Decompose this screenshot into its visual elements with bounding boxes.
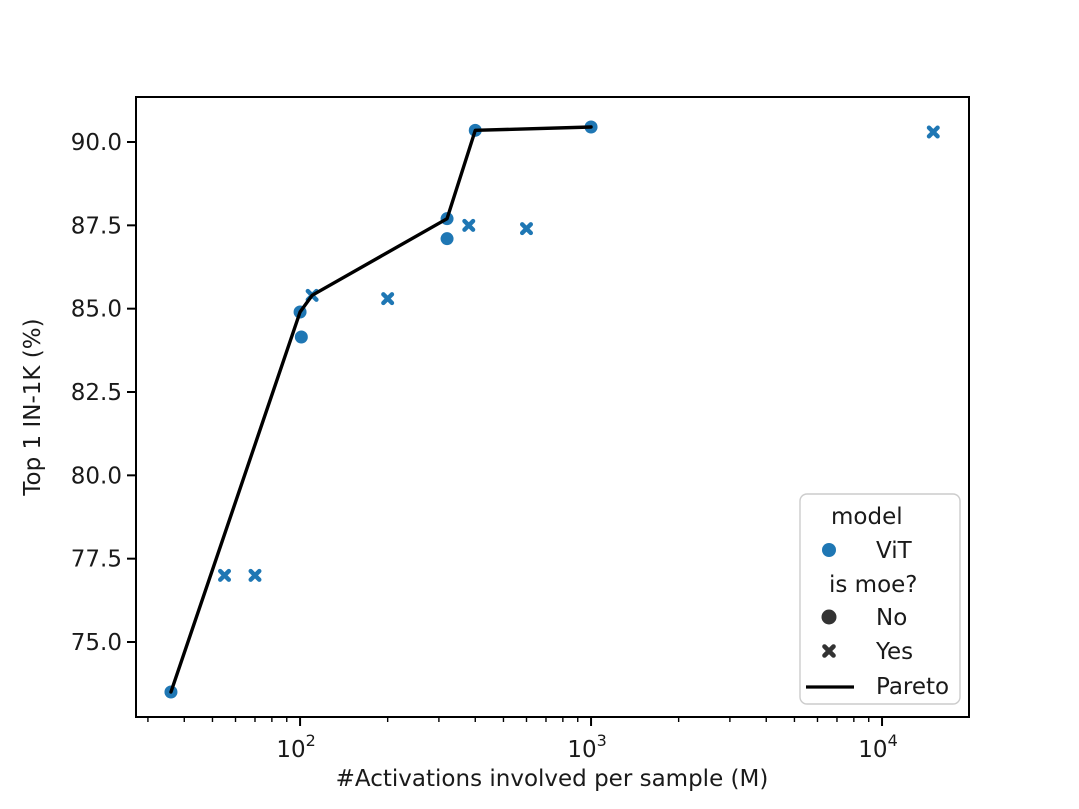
scatter-point-x	[926, 125, 940, 139]
y-tick-label: 82.5	[71, 380, 122, 406]
y-tick-label: 77.5	[71, 547, 122, 573]
scatter-point-x	[519, 222, 533, 236]
scatter-point-x	[462, 218, 476, 232]
scatter-point-x	[248, 568, 262, 582]
legend-yes-marker-icon	[822, 644, 836, 658]
x-tick-label: 103	[567, 731, 606, 763]
scatter-point-x	[381, 292, 395, 306]
legend-pareto-label: Pareto	[876, 674, 949, 700]
y-tick-label: 90.0	[71, 130, 122, 156]
legend-box	[799, 493, 961, 705]
legend-vit-marker-icon	[822, 543, 836, 557]
legend-yes-label: Yes	[875, 639, 913, 665]
y-tick-label: 85.0	[71, 297, 122, 323]
y-tick-label: 80.0	[71, 463, 122, 489]
x-tick-label: 102	[276, 731, 315, 763]
scatter-point-x	[218, 568, 232, 582]
legend-no-marker-icon	[821, 609, 837, 625]
legend-group-title-model: model	[831, 504, 903, 530]
y-tick-label: 87.5	[71, 213, 122, 239]
y-tick-label: 75.0	[71, 630, 122, 656]
plot-spines	[135, 96, 970, 718]
legend-vit-label: ViT	[876, 538, 913, 564]
legend: model ViT is moe? No Yes Pareto	[799, 493, 961, 705]
legend-no-label: No	[876, 605, 907, 631]
legend-group-title-ismoe: is moe?	[829, 572, 918, 598]
x-tick-label: 104	[858, 731, 897, 763]
pareto-line	[169, 125, 593, 694]
x-axis-label: #Activations involved per sample (M)	[336, 766, 769, 792]
scatter-layer	[164, 120, 940, 699]
scatter-point-circle	[294, 330, 308, 344]
axes-layer: 75.0 77.5 80.0 82.5 85.0 87.5 90.0 102 103 104	[71, 96, 970, 763]
y-axis-label: Top 1 IN-1K (%)	[20, 318, 46, 496]
pareto-layer	[169, 125, 593, 694]
scatter-point-circle	[440, 232, 454, 246]
